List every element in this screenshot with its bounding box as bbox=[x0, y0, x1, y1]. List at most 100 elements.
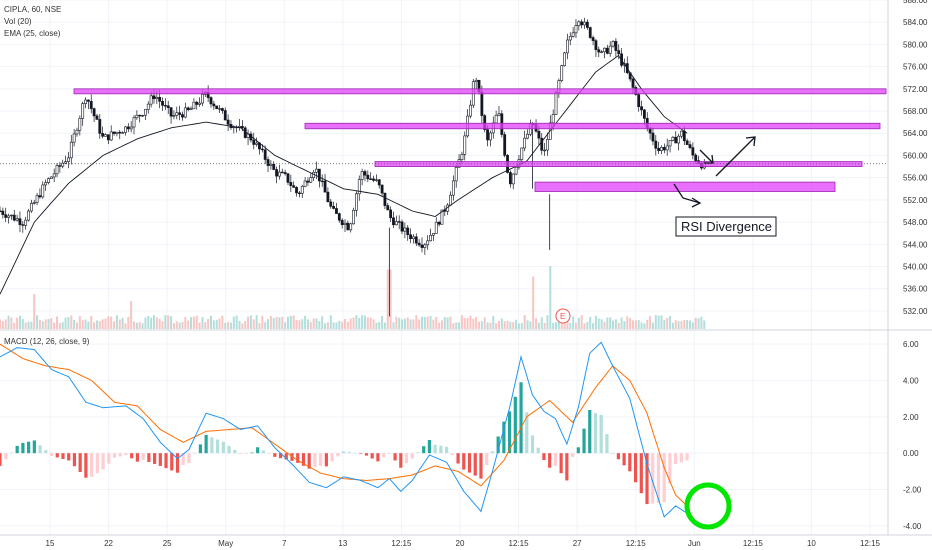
macd-histogram-bar bbox=[382, 453, 386, 458]
volume-bar bbox=[195, 315, 198, 329]
candle-body bbox=[355, 193, 358, 211]
candle-body bbox=[152, 95, 156, 99]
arrow-up[interactable] bbox=[715, 136, 756, 177]
macd-histogram-bar bbox=[605, 434, 609, 454]
macd-histogram-bar bbox=[628, 453, 632, 472]
arrow-down[interactable] bbox=[673, 183, 701, 204]
macd-histogram-bar bbox=[215, 439, 220, 454]
legend-volume[interactable]: Vol (20) bbox=[4, 17, 32, 26]
macd-histogram-bar bbox=[38, 445, 42, 454]
macd-histogram-bar bbox=[324, 453, 328, 467]
volume-bar bbox=[463, 318, 466, 329]
zone-rectangle[interactable] bbox=[534, 181, 836, 192]
volume-bar bbox=[666, 317, 669, 329]
volume-bar bbox=[614, 319, 617, 329]
macd-histogram-bar bbox=[639, 453, 643, 494]
legend-macd[interactable]: MACD (12, 26, close, 9) bbox=[4, 337, 90, 346]
volume-bar bbox=[683, 319, 686, 329]
macd-histogram-bar bbox=[553, 453, 558, 466]
arrow-bounce-down[interactable] bbox=[699, 149, 714, 164]
macd-histogram-bar bbox=[611, 453, 615, 454]
candle-body bbox=[403, 227, 407, 232]
macd-histogram-bar bbox=[399, 453, 403, 468]
volume-bar bbox=[167, 315, 170, 329]
macd-histogram-bar bbox=[570, 453, 575, 457]
macd-histogram-bar bbox=[599, 415, 603, 454]
legend-symbol[interactable]: CIPLA, 60, NSE bbox=[4, 5, 61, 14]
volume-bar bbox=[218, 318, 221, 329]
price-tick-label: 572.00 bbox=[903, 85, 928, 94]
volume-bar bbox=[332, 322, 335, 329]
volume-bar bbox=[10, 317, 13, 329]
volume-bar bbox=[623, 321, 626, 329]
volume-bar bbox=[469, 315, 472, 329]
candle-body bbox=[223, 110, 227, 121]
candle-body bbox=[551, 114, 555, 124]
trend-arrows[interactable] bbox=[673, 136, 756, 208]
volume-bar bbox=[70, 315, 73, 329]
zone-rectangle[interactable] bbox=[73, 88, 887, 95]
highlight-circle[interactable] bbox=[684, 482, 732, 530]
volume-bar bbox=[267, 319, 270, 329]
macd-histogram-bar bbox=[90, 453, 94, 477]
candle-body bbox=[374, 179, 378, 181]
volume-bar bbox=[355, 315, 358, 329]
candle-body bbox=[394, 221, 398, 226]
legend-ema[interactable]: EMA (25, close) bbox=[4, 29, 61, 38]
candle-body bbox=[340, 219, 344, 225]
candle-body bbox=[15, 218, 19, 221]
candle-body bbox=[72, 133, 76, 143]
candle-body bbox=[166, 105, 170, 108]
volume-bar bbox=[181, 321, 184, 329]
macd-histogram-bar bbox=[422, 446, 426, 454]
volume-bar bbox=[597, 318, 600, 329]
volume-bar bbox=[634, 320, 637, 329]
macd-histogram-bar bbox=[450, 453, 454, 456]
volume-bar bbox=[232, 316, 235, 329]
candle-body bbox=[665, 145, 669, 151]
candle-body bbox=[397, 221, 401, 223]
zone-rectangle[interactable] bbox=[304, 122, 881, 130]
volume-bar bbox=[420, 316, 423, 329]
time-axis[interactable]: 15 22 25 May 7 13 12:15 20 12:15 27 12:15 Jun 12:15 1… bbox=[46, 539, 881, 548]
candle-body bbox=[383, 192, 387, 206]
candle-body bbox=[372, 178, 375, 181]
candle-body bbox=[434, 221, 438, 234]
volume-bar bbox=[238, 320, 241, 329]
candle-body bbox=[483, 115, 487, 130]
macd-axis[interactable]: 6.00 4.00 2.00 0.00 -2.00 -4.00 bbox=[903, 340, 922, 531]
candle-body bbox=[400, 221, 404, 232]
candle-body bbox=[543, 149, 547, 152]
volume-bar bbox=[540, 317, 543, 329]
macd-histogram-bar bbox=[4, 453, 8, 460]
candle-body bbox=[41, 184, 45, 198]
macd-histogram-bar bbox=[376, 453, 380, 462]
volume-bar bbox=[449, 316, 452, 329]
macd-histogram-bar bbox=[633, 453, 638, 483]
candle-body bbox=[81, 103, 85, 119]
volume-bar bbox=[577, 317, 580, 329]
candle-body bbox=[44, 182, 48, 186]
volume-bar bbox=[500, 318, 503, 329]
macd-histogram-bar bbox=[668, 453, 672, 484]
candle-body bbox=[480, 91, 484, 116]
candle-body bbox=[503, 134, 507, 156]
volume-bar bbox=[272, 318, 275, 329]
macd-histogram-bar bbox=[49, 453, 54, 456]
candle-body bbox=[349, 223, 353, 231]
candle-body bbox=[326, 191, 330, 203]
time-tick-label: May bbox=[218, 539, 233, 548]
volume-bar bbox=[321, 316, 324, 329]
macd-histogram-bar bbox=[256, 447, 260, 454]
earnings-marker[interactable]: E bbox=[555, 308, 571, 324]
candle-body bbox=[614, 41, 618, 51]
candle-body bbox=[583, 21, 586, 26]
rsi-divergence-label[interactable]: RSI Divergence bbox=[675, 216, 777, 237]
macd-tick-label: 6.00 bbox=[903, 340, 919, 349]
volume-bar bbox=[552, 322, 555, 329]
volume-bar bbox=[101, 319, 104, 329]
candle-body bbox=[546, 139, 549, 151]
candle-body bbox=[126, 126, 130, 130]
price-axis[interactable]: 588.00 584.00 580.00 576.00 572.00 568.00 564.… bbox=[903, 0, 928, 316]
